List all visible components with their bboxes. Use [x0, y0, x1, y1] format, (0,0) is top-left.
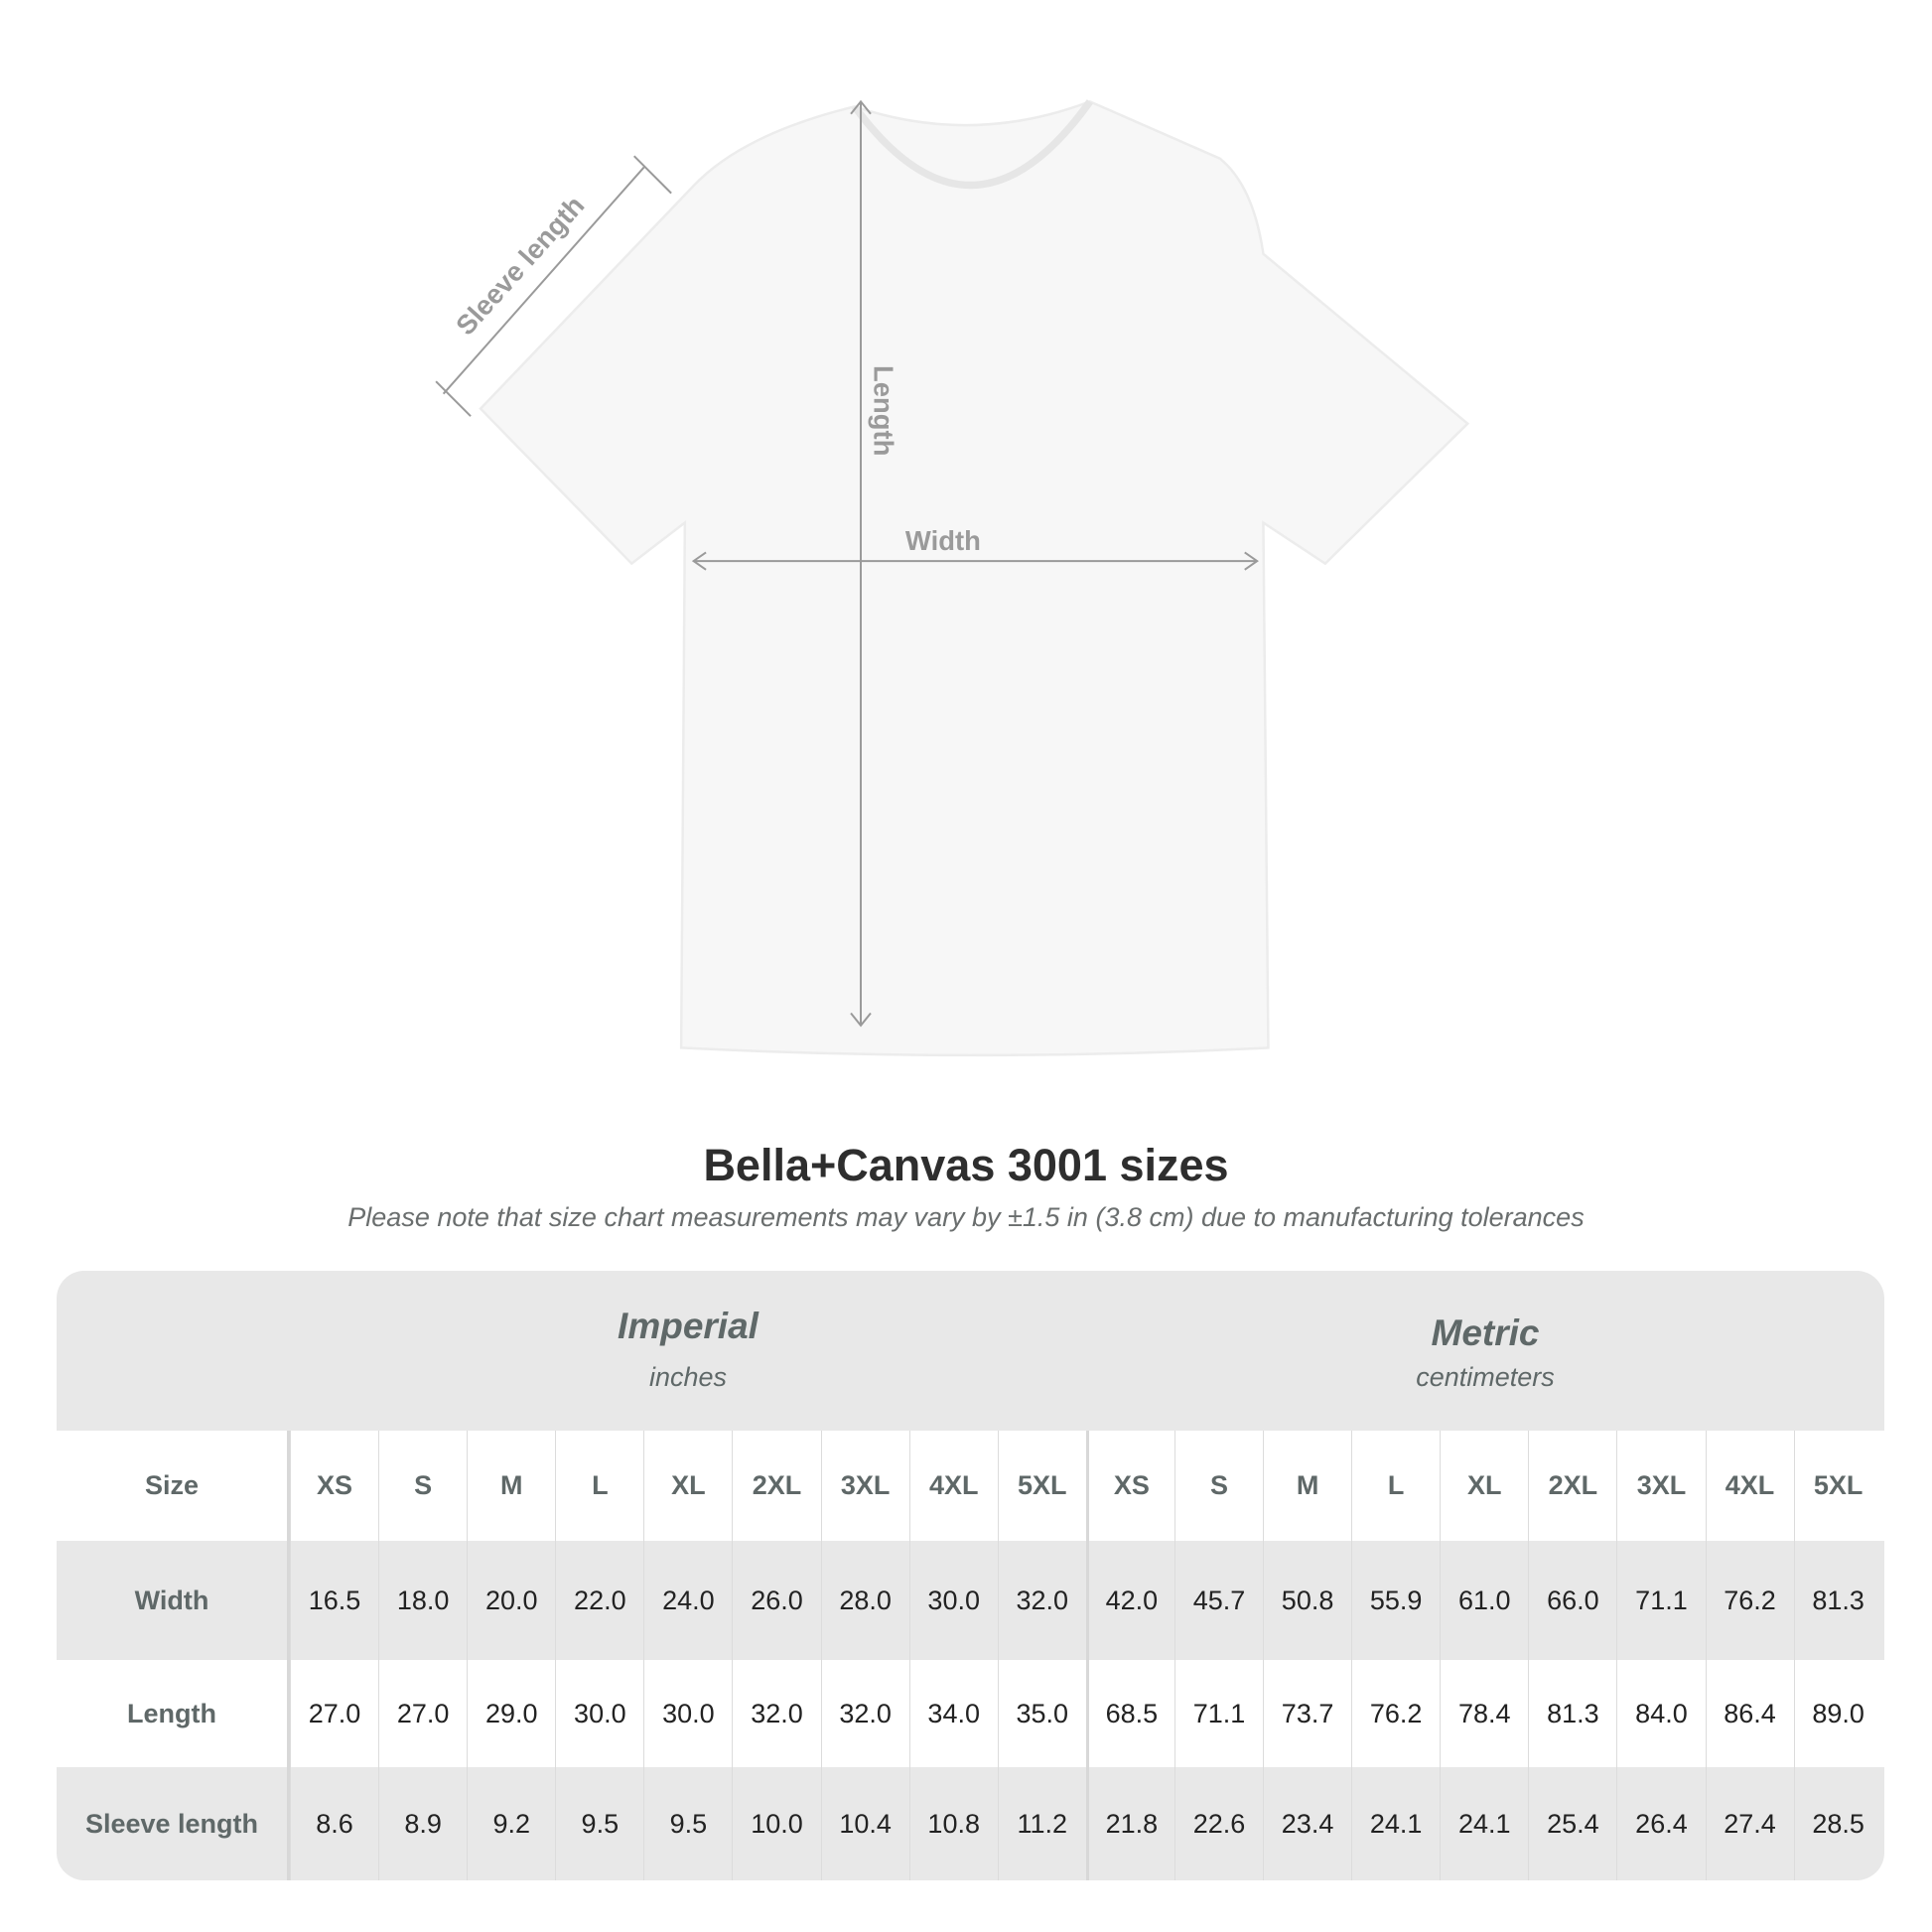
measurement-cell: 9.5	[555, 1767, 643, 1880]
measurement-cell: 68.5	[1085, 1660, 1174, 1767]
units-header-band	[57, 1271, 1884, 1431]
length-label: Length	[869, 365, 899, 456]
size-header-row: Size XS S M L XL 2XL 3XL 4XL 5XL XS S M L XL 2XL 3XL 4XL 5…	[57, 1431, 1884, 1541]
tshirt-collar	[851, 99, 1093, 190]
measurement-cell: 16.5	[290, 1541, 378, 1660]
tshirt-diagram: Sleeve length Length Width	[435, 99, 1470, 1057]
measurement-cell: 78.4	[1440, 1660, 1528, 1767]
table-row-width: Width 16.5 18.0 20.0 22.0 24.0 26.0 28.0 30.0 32.…	[57, 1541, 1884, 1660]
size-header-cell: XS	[1085, 1431, 1174, 1541]
measurement-cell: 10.4	[820, 1767, 909, 1880]
tolerance-note: Please note that size chart measurements…	[347, 1202, 1585, 1232]
size-header-cell: 5XL	[1793, 1431, 1882, 1541]
measurement-cell: 9.5	[643, 1767, 732, 1880]
table-row-sleeve-length: Sleeve length 8.6 8.9 9.2 9.5 9.5 10.0 10.4 10.8…	[57, 1767, 1884, 1880]
measurement-cell: 20.0	[467, 1541, 555, 1660]
measurement-cell: 8.9	[378, 1767, 467, 1880]
measurement-cell: 84.0	[1616, 1660, 1705, 1767]
measurement-cell: 22.0	[555, 1541, 643, 1660]
row-label: Sleeve length	[57, 1767, 290, 1880]
imperial-unit: inches	[648, 1362, 728, 1392]
measurement-cell: 71.1	[1173, 1660, 1263, 1767]
measurement-cell: 42.0	[1085, 1541, 1174, 1660]
measurement-cell: 34.0	[908, 1660, 998, 1767]
measurement-cell: 32.0	[997, 1541, 1086, 1660]
measurement-cell: 32.0	[820, 1660, 909, 1767]
metric-header: Metric centimeters	[1086, 1271, 1884, 1431]
size-header-cell: L	[555, 1431, 643, 1541]
row-label: Size	[57, 1431, 290, 1541]
measurement-cell: 25.4	[1528, 1767, 1616, 1880]
width-label: Width	[905, 525, 981, 556]
measurement-cell: 50.8	[1263, 1541, 1351, 1660]
measurement-cell: 30.0	[643, 1660, 732, 1767]
sleeve-measure-line	[442, 166, 645, 395]
measurement-cell: 24.1	[1351, 1767, 1440, 1880]
measurement-cell: 27.4	[1705, 1767, 1794, 1880]
measurement-cell: 66.0	[1528, 1541, 1616, 1660]
size-header-cell: 5XL	[997, 1431, 1086, 1541]
size-header-cell: M	[1263, 1431, 1351, 1541]
measurement-cell: 26.0	[732, 1541, 820, 1660]
size-header-cell: S	[378, 1431, 467, 1541]
size-header-cell: 4XL	[908, 1431, 998, 1541]
measurement-cell: 55.9	[1351, 1541, 1440, 1660]
measurement-cell: 30.0	[555, 1660, 643, 1767]
measurement-cell: 18.0	[378, 1541, 467, 1660]
size-header-cell: M	[467, 1431, 555, 1541]
size-header-cell: S	[1173, 1431, 1263, 1541]
table-row-length: Length 27.0 27.0 29.0 30.0 30.0 32.0 32.0 34.0 35…	[57, 1660, 1884, 1767]
size-header-cell: L	[1351, 1431, 1440, 1541]
measurement-cell: 21.8	[1085, 1767, 1174, 1880]
measurement-cell: 29.0	[467, 1660, 555, 1767]
measurement-cell: 8.6	[290, 1767, 378, 1880]
row-label: Width	[57, 1541, 290, 1660]
measurement-cell: 45.7	[1173, 1541, 1263, 1660]
size-header-cell: XL	[1440, 1431, 1528, 1541]
size-header-cell: 3XL	[820, 1431, 909, 1541]
measurement-cell: 23.4	[1263, 1767, 1351, 1880]
measurement-cell: 10.8	[908, 1767, 998, 1880]
size-header-cell: 2XL	[732, 1431, 820, 1541]
tshirt-image	[479, 99, 1470, 1057]
measurement-cell: 89.0	[1793, 1660, 1882, 1767]
measurement-cell: 28.5	[1793, 1767, 1882, 1880]
row-label: Length	[57, 1660, 290, 1767]
measurement-cell: 81.3	[1528, 1660, 1616, 1767]
measurement-cell: 73.7	[1263, 1660, 1351, 1767]
size-header-cell: 3XL	[1616, 1431, 1705, 1541]
size-chart-title: Bella+Canvas 3001 sizes	[703, 1140, 1229, 1190]
measurement-cell: 76.2	[1351, 1660, 1440, 1767]
imperial-header: Imperial inches	[290, 1271, 1086, 1431]
size-header-cell: XL	[643, 1431, 732, 1541]
measurement-cell: 86.4	[1705, 1660, 1794, 1767]
size-header-cell: XS	[290, 1431, 378, 1541]
size-table: Imperial inches Metric centimeters Size X…	[57, 1271, 1884, 1880]
measurement-cell: 28.0	[820, 1541, 909, 1660]
metric-title: Metric	[1431, 1312, 1540, 1353]
measurement-cell: 22.6	[1173, 1767, 1263, 1880]
size-header-cell: 4XL	[1705, 1431, 1794, 1541]
measurement-cell: 32.0	[732, 1660, 820, 1767]
measurement-cell: 24.0	[643, 1541, 732, 1660]
measurement-cell: 71.1	[1616, 1541, 1705, 1660]
metric-unit: centimeters	[1416, 1362, 1555, 1392]
measurement-cell: 27.0	[378, 1660, 467, 1767]
measurement-cell: 9.2	[467, 1767, 555, 1880]
measurement-cell: 11.2	[997, 1767, 1086, 1880]
measurement-cell: 27.0	[290, 1660, 378, 1767]
imperial-title: Imperial	[618, 1306, 759, 1346]
measurement-cell: 30.0	[908, 1541, 998, 1660]
measurement-cell: 10.0	[732, 1767, 820, 1880]
measurement-cell: 26.4	[1616, 1767, 1705, 1880]
measurement-cell: 35.0	[997, 1660, 1086, 1767]
size-header-cell: 2XL	[1528, 1431, 1616, 1541]
measurement-cell: 24.1	[1440, 1767, 1528, 1880]
measurement-cell: 61.0	[1440, 1541, 1528, 1660]
measurement-cell: 76.2	[1705, 1541, 1794, 1660]
measurement-cell: 81.3	[1793, 1541, 1882, 1660]
